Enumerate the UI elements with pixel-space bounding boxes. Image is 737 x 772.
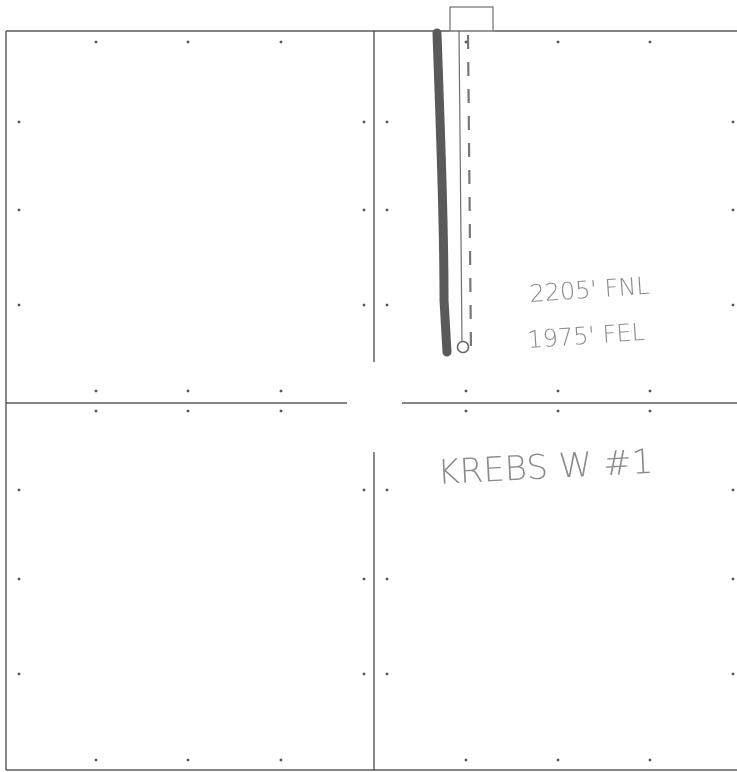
tick-dot bbox=[279, 758, 283, 762]
section-grid bbox=[5, 30, 737, 771]
tick-dot bbox=[362, 303, 366, 307]
tick-dot bbox=[556, 40, 560, 44]
tick-dot bbox=[186, 389, 190, 393]
well-bore-solid-path bbox=[432, 28, 452, 357]
tick-dot bbox=[279, 40, 283, 44]
tick-dot bbox=[362, 577, 366, 581]
tick-dot bbox=[464, 758, 468, 762]
tick-dot bbox=[94, 389, 98, 393]
surface-pad-box bbox=[449, 6, 494, 32]
tick-dot bbox=[279, 409, 283, 413]
tick-dot bbox=[17, 208, 21, 212]
tick-dot bbox=[385, 488, 389, 492]
tick-dot bbox=[362, 120, 366, 124]
tick-dot bbox=[731, 208, 735, 212]
tick-dot bbox=[464, 40, 468, 44]
tick-dot bbox=[731, 120, 735, 124]
bottom-hole-location-marker bbox=[456, 340, 470, 354]
tick-dot bbox=[648, 758, 652, 762]
tick-dot bbox=[731, 303, 735, 307]
location-fnl-text: 2205' FNL bbox=[528, 272, 650, 308]
tick-dot bbox=[556, 409, 560, 413]
well-annotations: 2205' FNL 1975' FEL KREBS W #1 bbox=[436, 272, 654, 493]
well-name-text: KREBS W #1 bbox=[436, 442, 654, 493]
tick-dot bbox=[385, 208, 389, 212]
tick-dot bbox=[731, 488, 735, 492]
tick-dot bbox=[556, 389, 560, 393]
tick-dot bbox=[556, 758, 560, 762]
tick-dot bbox=[731, 672, 735, 676]
tick-dot bbox=[94, 40, 98, 44]
tick-dot bbox=[464, 389, 468, 393]
well-bore-dashed-path bbox=[466, 34, 473, 353]
tick-dot bbox=[385, 120, 389, 124]
tick-dot bbox=[362, 672, 366, 676]
tick-dot bbox=[731, 577, 735, 581]
location-fel-text: 1975' FEL bbox=[526, 318, 645, 354]
tick-dot bbox=[362, 488, 366, 492]
tick-dots bbox=[17, 40, 735, 762]
tick-dot bbox=[385, 303, 389, 307]
tick-dot bbox=[385, 577, 389, 581]
tick-dot bbox=[648, 389, 652, 393]
tick-dot bbox=[186, 40, 190, 44]
tick-dot bbox=[94, 409, 98, 413]
well-bore bbox=[432, 28, 473, 357]
tick-dot bbox=[362, 208, 366, 212]
tick-dot bbox=[464, 409, 468, 413]
tick-dot bbox=[17, 303, 21, 307]
tick-dot bbox=[17, 488, 21, 492]
tick-dot bbox=[186, 758, 190, 762]
tick-dot bbox=[17, 577, 21, 581]
tick-dot bbox=[17, 672, 21, 676]
tick-dot bbox=[94, 758, 98, 762]
tick-dot bbox=[17, 120, 21, 124]
tick-dot bbox=[648, 40, 652, 44]
tick-dot bbox=[186, 409, 190, 413]
tick-dot bbox=[385, 672, 389, 676]
well-bore-guide-line bbox=[458, 30, 463, 345]
tick-dot bbox=[648, 409, 652, 413]
tick-dot bbox=[279, 389, 283, 393]
